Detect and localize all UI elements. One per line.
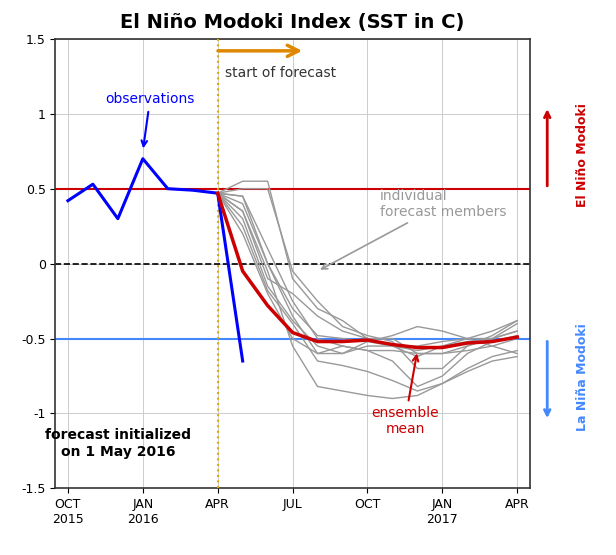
Text: El Niño Modoki: El Niño Modoki: [575, 103, 589, 208]
Text: La Niña Modoki: La Niña Modoki: [575, 324, 589, 431]
Text: start of forecast: start of forecast: [225, 66, 336, 80]
Title: El Niño Modoki Index (SST in C): El Niño Modoki Index (SST in C): [120, 13, 465, 32]
Text: forecast initialized
on 1 May 2016: forecast initialized on 1 May 2016: [45, 428, 191, 458]
Text: observations: observations: [105, 92, 195, 146]
Text: individual
forecast members: individual forecast members: [322, 189, 506, 269]
Text: ensemble
mean: ensemble mean: [371, 356, 439, 436]
